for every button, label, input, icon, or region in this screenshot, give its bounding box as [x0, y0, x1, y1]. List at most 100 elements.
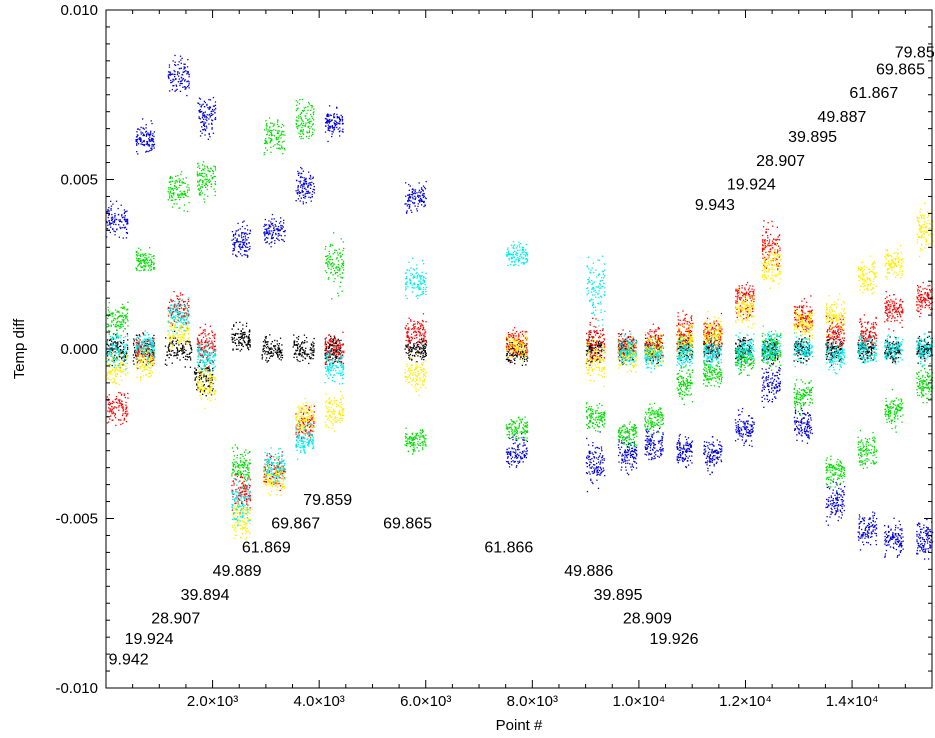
data-point [796, 439, 798, 441]
data-point [770, 391, 773, 393]
data-point [270, 223, 273, 225]
data-point [691, 451, 693, 453]
data-point [621, 442, 623, 444]
data-point [409, 200, 411, 202]
data-point [687, 464, 690, 466]
data-point [510, 359, 512, 362]
data-point [598, 352, 600, 355]
data-point [884, 351, 886, 354]
data-point [506, 457, 509, 459]
data-point [884, 535, 886, 538]
data-point [116, 349, 118, 351]
data-point [408, 357, 410, 359]
data-point [595, 346, 597, 349]
data-point [117, 316, 119, 319]
data-point [762, 353, 765, 355]
data-point [422, 352, 425, 354]
data-point [924, 549, 926, 551]
data-point [646, 444, 648, 446]
data-point [405, 344, 407, 346]
data-point [233, 325, 235, 327]
data-point [263, 350, 266, 352]
data-point [809, 427, 811, 429]
data-point [183, 346, 185, 348]
data-point [657, 455, 659, 457]
data-point [711, 359, 713, 361]
data-point [875, 540, 877, 542]
data-point [750, 359, 752, 361]
data-point [713, 445, 715, 447]
data-point [207, 138, 209, 140]
data-point [509, 348, 511, 350]
data-point [898, 546, 900, 548]
data-point [174, 337, 176, 339]
data-point [176, 339, 179, 341]
data-point [185, 355, 187, 357]
data-point [165, 337, 167, 339]
data-point [626, 445, 629, 448]
data-point [809, 335, 811, 337]
data-point [123, 307, 125, 309]
data-point [892, 360, 894, 362]
data-point [312, 183, 315, 185]
data-point [417, 205, 419, 208]
data-point [707, 470, 709, 472]
data-point [661, 448, 664, 450]
data-point [922, 345, 924, 348]
data-point [802, 413, 804, 415]
data-point [182, 356, 185, 358]
data-point [648, 430, 650, 432]
data-point [773, 345, 775, 347]
data-point [203, 112, 205, 114]
data-point [405, 195, 407, 197]
data-point [525, 448, 527, 450]
data-point [262, 341, 265, 343]
data-point [517, 446, 519, 448]
data-point [596, 473, 599, 475]
data-point [710, 340, 712, 342]
data-point [806, 427, 809, 429]
data-point [119, 315, 121, 317]
data-point [183, 352, 185, 354]
data-point [312, 188, 314, 191]
data-point [599, 453, 601, 455]
data-point [862, 346, 864, 348]
data-point [592, 453, 594, 456]
data-point [864, 537, 866, 539]
data-point [241, 233, 243, 235]
data-point [902, 536, 904, 538]
data-point [738, 431, 740, 433]
data-point [232, 349, 234, 351]
data-point [137, 134, 139, 136]
data-point [278, 229, 280, 231]
data-point [590, 478, 592, 480]
data-point [679, 433, 681, 436]
data-point [858, 531, 860, 533]
data-point [516, 445, 519, 447]
data-point [240, 241, 242, 243]
data-point [688, 347, 690, 349]
data-point [924, 543, 926, 545]
data-point [270, 343, 272, 345]
data-point [897, 541, 899, 544]
data-point [872, 524, 874, 526]
data-point [832, 346, 834, 348]
data-point [198, 110, 200, 112]
data-point [244, 331, 246, 334]
data-point [706, 339, 709, 341]
data-point [599, 431, 601, 433]
data-point [679, 443, 681, 446]
data-point [123, 360, 125, 362]
data-point [276, 353, 279, 356]
data-point [295, 190, 297, 192]
data-point [893, 537, 895, 539]
data-point [737, 421, 739, 423]
data-point [267, 345, 269, 348]
data-point [624, 454, 626, 456]
data-point [120, 335, 122, 337]
data-point [329, 126, 332, 128]
data-point [339, 123, 341, 125]
data-point [277, 348, 280, 350]
data-point [201, 110, 203, 113]
data-point [423, 347, 425, 350]
